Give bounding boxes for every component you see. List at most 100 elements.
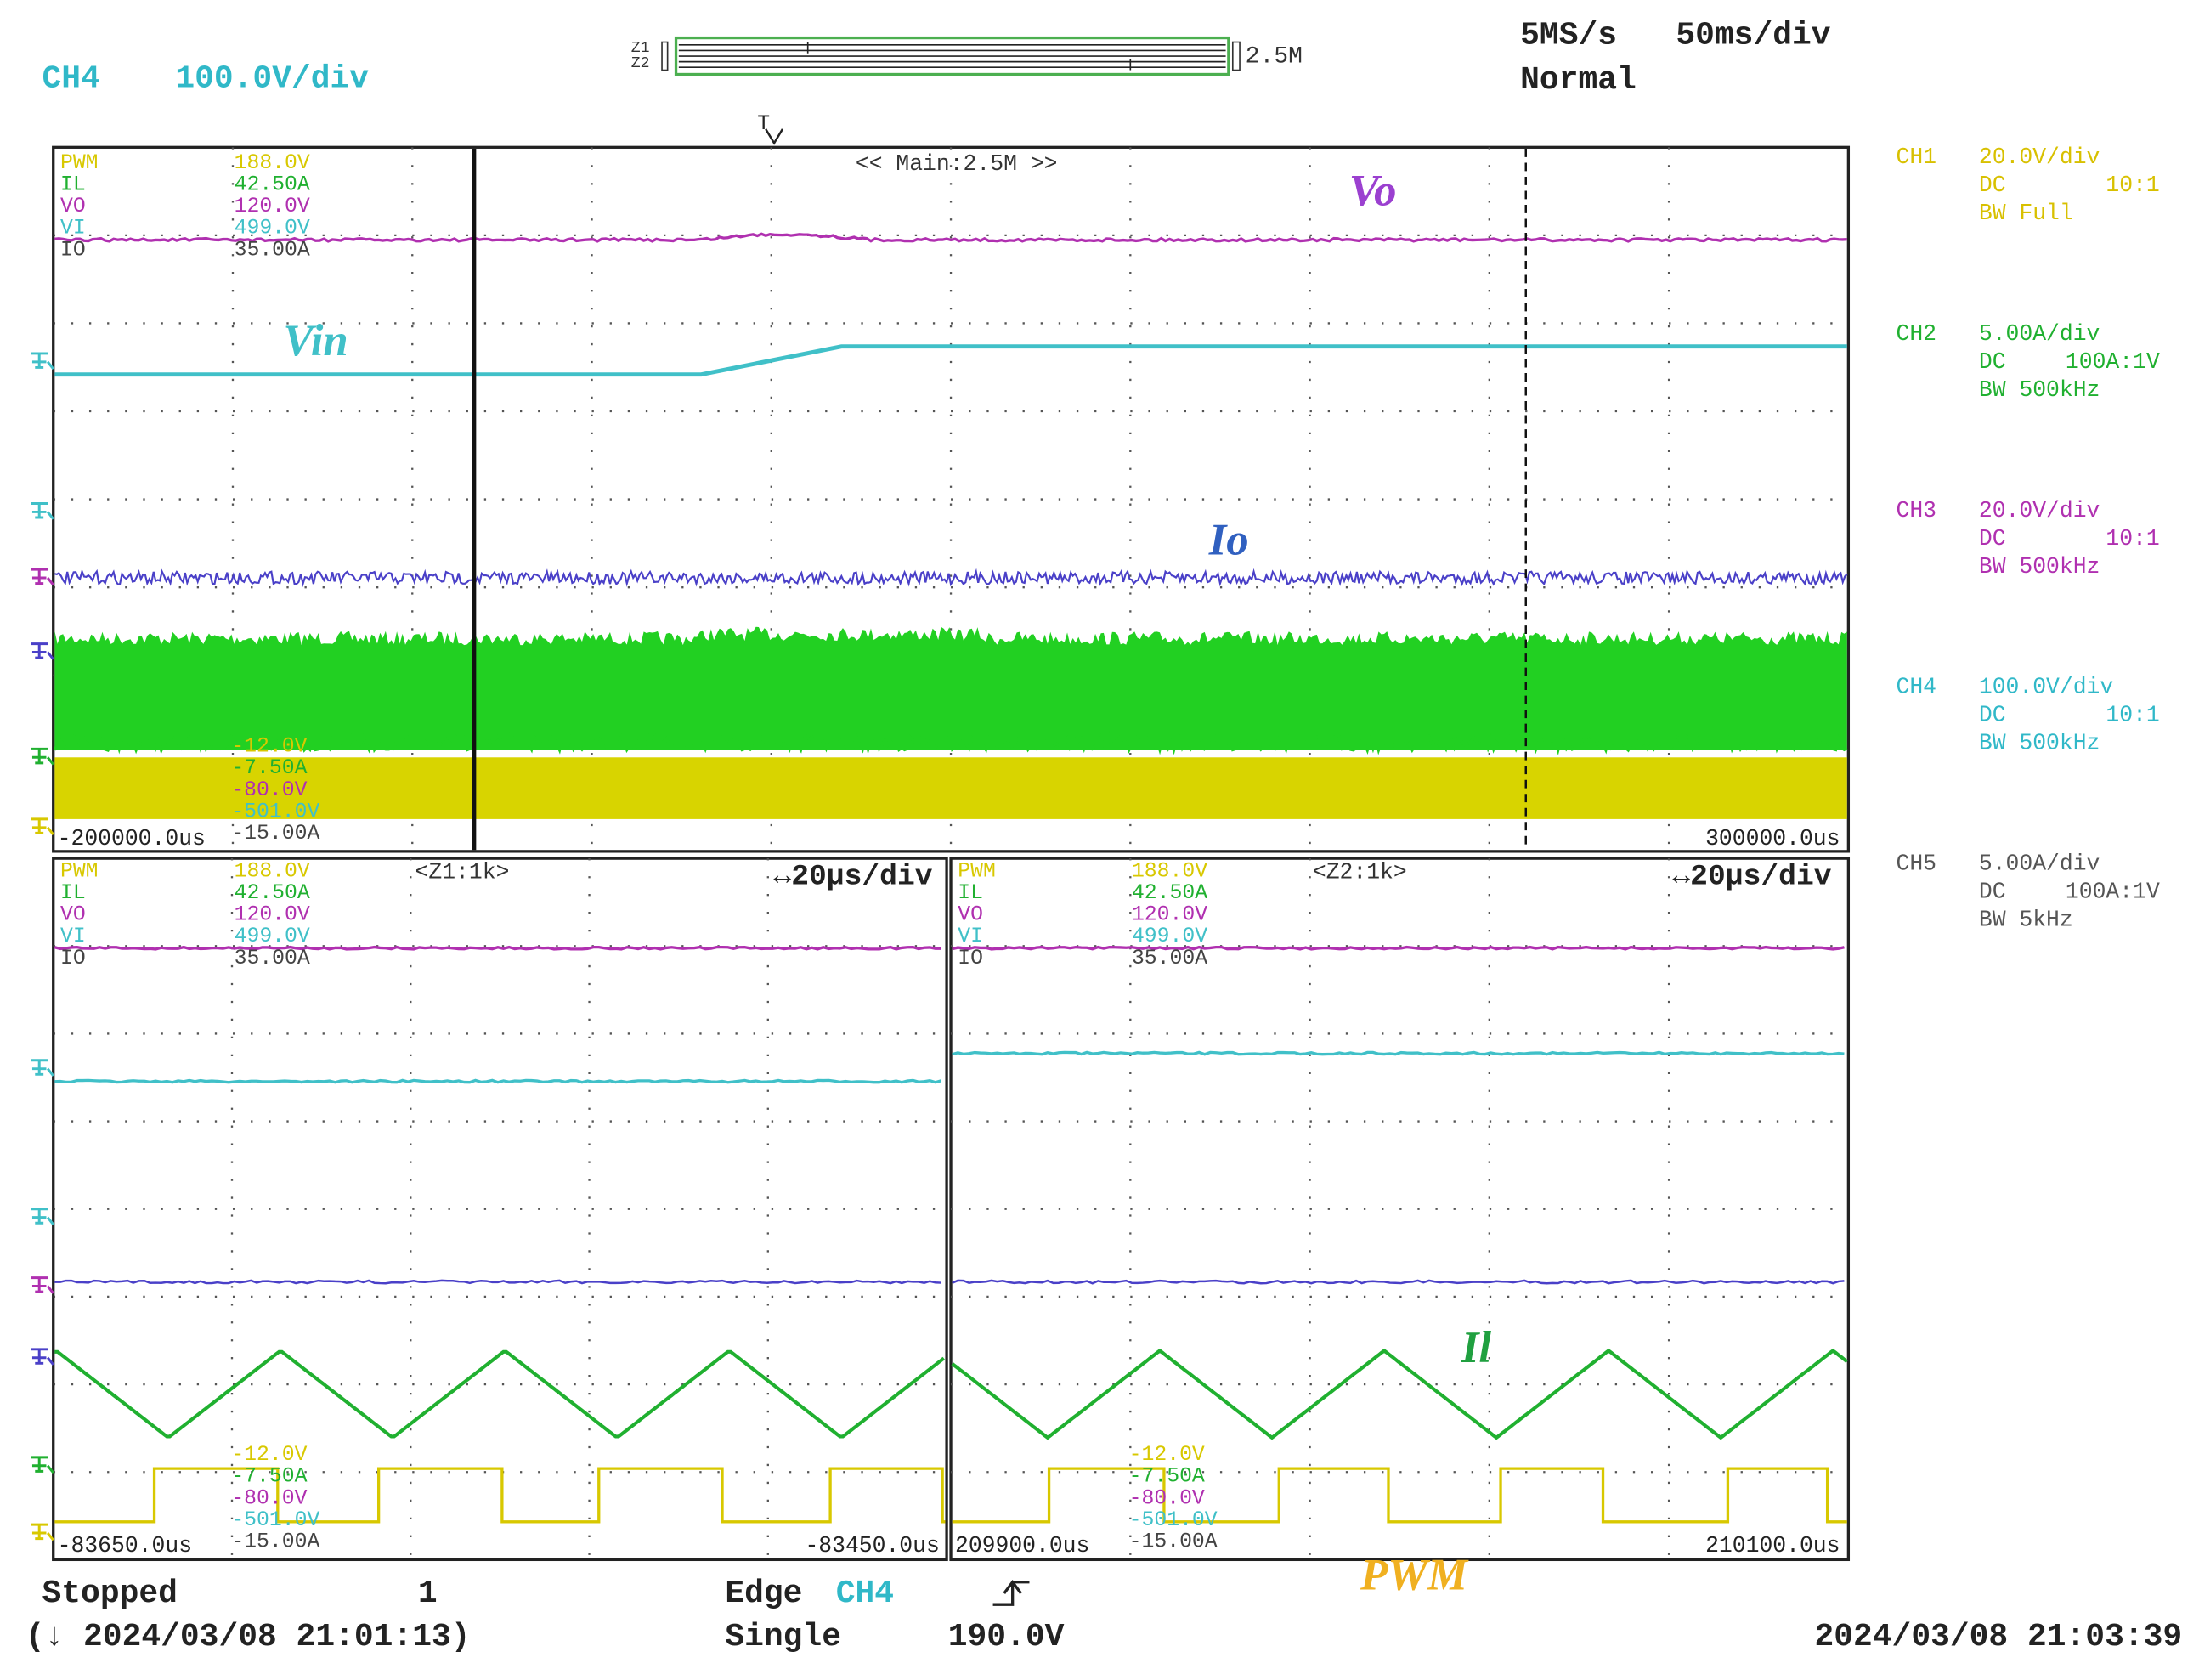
annotation: Vin <box>283 316 348 365</box>
scale-value: -7.50A <box>231 756 307 780</box>
annotation: Io <box>1208 516 1249 565</box>
scale-value: 120.0V <box>1132 903 1207 927</box>
scale-value: -15.00A <box>1129 1530 1218 1553</box>
main-start: -200000.0us <box>58 826 206 851</box>
scale-value: 120.0V <box>235 903 310 927</box>
scale-name: IO <box>958 947 983 970</box>
pwm-trace <box>952 1467 1847 1524</box>
channel-scale: 20.0V/div <box>1979 144 2100 170</box>
vo-trace <box>54 945 941 951</box>
start-time: (↓ 2024/03/08 21:01:13) <box>25 1619 471 1655</box>
vin-trace <box>952 1050 1845 1056</box>
vin-trace <box>54 344 1847 377</box>
zoom-start: 209900.0us <box>955 1533 1089 1558</box>
scale-value: 42.50A <box>1132 881 1207 905</box>
scale-value: -7.50A <box>1129 1465 1205 1489</box>
ground-marker <box>31 568 54 586</box>
timebase: 50ms/div <box>1676 17 1830 54</box>
channel-bandwidth: BW 500kHz <box>1979 554 2100 580</box>
zoom-title: <Z2:1k> <box>1313 860 1407 885</box>
zoom-bar-edge <box>1231 41 1241 71</box>
scale-value: 35.00A <box>235 238 310 262</box>
channel-bandwidth: BW 500kHz <box>1979 377 2100 403</box>
scale-value: 42.50A <box>235 881 310 905</box>
zoom-start: -83650.0us <box>58 1533 192 1558</box>
pwm-trace <box>54 1467 946 1524</box>
annotation: Il <box>1461 1323 1492 1372</box>
scale-name: IL <box>60 173 86 197</box>
scale-value: 188.0V <box>1132 860 1207 884</box>
zoom-timebase: ↔20µs/div <box>773 861 932 894</box>
scale-value: 188.0V <box>235 860 310 884</box>
current-time: 2024/03/08 21:03:39 <box>1814 1619 2182 1655</box>
channel-scale: 5.00A/div <box>1979 321 2100 347</box>
acquire-count: 1 <box>418 1575 438 1612</box>
main-end: 300000.0us <box>1705 826 1840 851</box>
channel-name: CH3 <box>1896 498 1936 523</box>
channel-coupling: DC <box>1979 526 2006 552</box>
io-trace <box>952 1279 1845 1285</box>
channel-probe: 10:1 <box>2106 526 2159 552</box>
channel-scale: 20.0V/div <box>1979 498 2100 523</box>
scale-value: 499.0V <box>235 925 310 948</box>
channel-name: CH4 <box>1896 675 1936 700</box>
zoom-label: Z2 <box>631 55 650 72</box>
channel-name: CH1 <box>1896 144 1936 170</box>
scale-name: PWM <box>60 151 99 175</box>
ground-marker <box>31 1456 54 1474</box>
zoom-end: 210100.0us <box>1705 1533 1840 1558</box>
channel-scale: 100.0V/div <box>1979 675 2113 700</box>
zoom-rate: 2.5M <box>1246 43 1303 70</box>
pwm-trace <box>54 757 1847 819</box>
annotation: PWM <box>1360 1551 1469 1600</box>
scale-name: PWM <box>60 860 99 884</box>
scale-value: -501.0V <box>231 800 319 823</box>
scale-value: -501.0V <box>1129 1508 1218 1532</box>
trigger-type: Edge <box>725 1575 802 1612</box>
ground-marker <box>31 352 54 371</box>
acquire-mode: Normal <box>1520 62 1637 99</box>
zoom-title: <Z1:1k> <box>415 860 510 885</box>
scale-name: VO <box>60 195 86 218</box>
vo-trace <box>54 232 1847 243</box>
header-scale: 100.0V/div <box>175 60 369 97</box>
scale-value: -15.00A <box>231 1530 319 1553</box>
scale-value: 35.00A <box>1132 947 1207 970</box>
trigger-slope <box>992 1580 1030 1606</box>
scale-name: VI <box>958 925 983 948</box>
scale-value: -80.0V <box>1129 1486 1205 1510</box>
scale-value: -12.0V <box>1129 1443 1205 1467</box>
scale-name: VI <box>60 217 86 240</box>
channel-probe: 100A:1V <box>2066 880 2160 905</box>
scale-name: VI <box>60 925 86 948</box>
zoom-timebase: ↔20µs/div <box>1672 861 1831 894</box>
channel-name: CH5 <box>1896 851 1936 877</box>
scale-name: IL <box>60 881 86 905</box>
channel-name: CH2 <box>1896 321 1936 347</box>
ground-marker <box>31 1523 54 1541</box>
ground-marker <box>31 642 54 660</box>
channel-scale: 5.00A/div <box>1979 851 2100 877</box>
channel-bandwidth: BW Full <box>1979 201 2073 226</box>
scale-value: -15.00A <box>231 822 319 846</box>
zoom-label: Z1 <box>631 40 650 57</box>
ground-marker <box>31 502 54 520</box>
scale-name: IO <box>60 947 86 970</box>
channel-coupling: DC <box>1979 349 2006 375</box>
scale-name: IL <box>958 881 983 905</box>
zoom-bar-edge <box>661 41 669 71</box>
channel-coupling: DC <box>1979 173 2006 198</box>
trigger-mode: Single <box>725 1619 841 1655</box>
ground-marker <box>31 817 54 835</box>
il-trace <box>54 1349 946 1439</box>
vo-trace <box>952 945 1845 951</box>
channel-probe: 100A:1V <box>2066 349 2160 375</box>
header-channel: CH4 <box>42 60 100 97</box>
scale-value: -12.0V <box>231 1443 307 1467</box>
run-state: Stopped <box>42 1575 178 1612</box>
scale-value: -7.50A <box>231 1465 307 1489</box>
ground-marker <box>31 1348 54 1366</box>
channel-probe: 10:1 <box>2106 173 2159 198</box>
